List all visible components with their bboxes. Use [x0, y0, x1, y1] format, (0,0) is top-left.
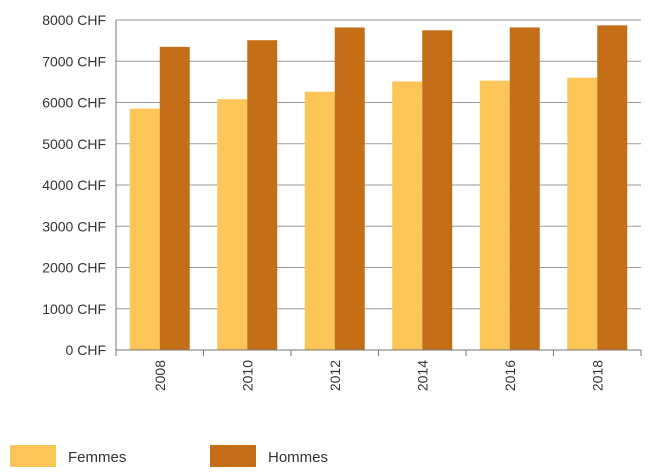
legend: Femmes Hommes	[10, 445, 328, 467]
legend-label-femmes: Femmes	[68, 449, 126, 466]
bar-hommes-2008	[159, 46, 190, 350]
bar-femmes-2016	[479, 80, 510, 350]
bar-hommes-2012	[334, 27, 365, 351]
legend-swatch-hommes	[210, 445, 256, 467]
bar-hommes-2018	[597, 25, 628, 351]
y-tick-label: 3000 CHF	[42, 218, 106, 234]
legend-swatch-femmes	[10, 445, 56, 467]
bar-hommes-2010	[247, 40, 278, 351]
bar-hommes-2014	[422, 30, 453, 350]
legend-label-hommes: Hommes	[268, 449, 328, 466]
x-tick-label: 2018	[589, 360, 605, 391]
x-tick-label: 2014	[414, 360, 430, 391]
y-tick-label: 4000 CHF	[42, 177, 106, 193]
gridlines	[116, 19, 641, 310]
y-tick-label: 7000 CHF	[42, 53, 106, 69]
y-tick-label: 1000 CHF	[42, 301, 106, 317]
y-tick-label: 6000 CHF	[42, 95, 106, 111]
bar-femmes-2018	[567, 77, 598, 350]
y-tick-label: 8000 CHF	[42, 12, 106, 28]
y-tick-label: 5000 CHF	[42, 136, 106, 152]
x-tick-label: 2010	[239, 360, 255, 391]
x-tick-label: 2012	[327, 360, 343, 391]
y-tick-labels: 0 CHF 1000 CHF 2000 CHF 3000 CHF 4000 CHF 500…	[42, 12, 106, 358]
bar-femmes-2010	[217, 99, 248, 350]
x-tick-label: 2016	[502, 360, 518, 391]
bar-femmes-2012	[304, 91, 335, 351]
x-tick-labels: 2008 2010 2012 2014 2016 2018	[152, 360, 606, 391]
x-tick-label: 2008	[152, 360, 168, 391]
bar-hommes-2016	[509, 27, 540, 351]
axes	[115, 20, 642, 356]
bars	[129, 25, 628, 351]
bar-femmes-2014	[392, 81, 423, 351]
bar-femmes-2008	[129, 108, 160, 350]
y-tick-label: 0 CHF	[66, 342, 106, 358]
y-tick-label: 2000 CHF	[42, 260, 106, 276]
